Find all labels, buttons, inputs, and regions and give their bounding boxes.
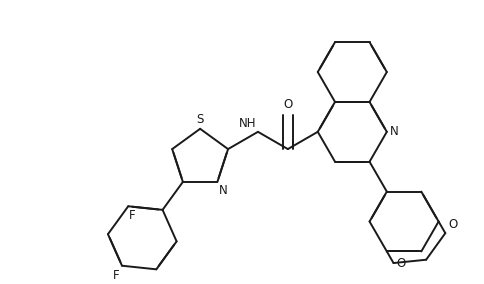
Text: N: N — [219, 184, 228, 197]
Text: F: F — [129, 209, 136, 222]
Text: F: F — [112, 269, 119, 282]
Text: S: S — [197, 113, 204, 126]
Text: O: O — [448, 218, 457, 231]
Text: O: O — [283, 98, 292, 111]
Text: N: N — [390, 125, 398, 138]
Text: O: O — [396, 256, 406, 270]
Text: NH: NH — [239, 117, 256, 130]
